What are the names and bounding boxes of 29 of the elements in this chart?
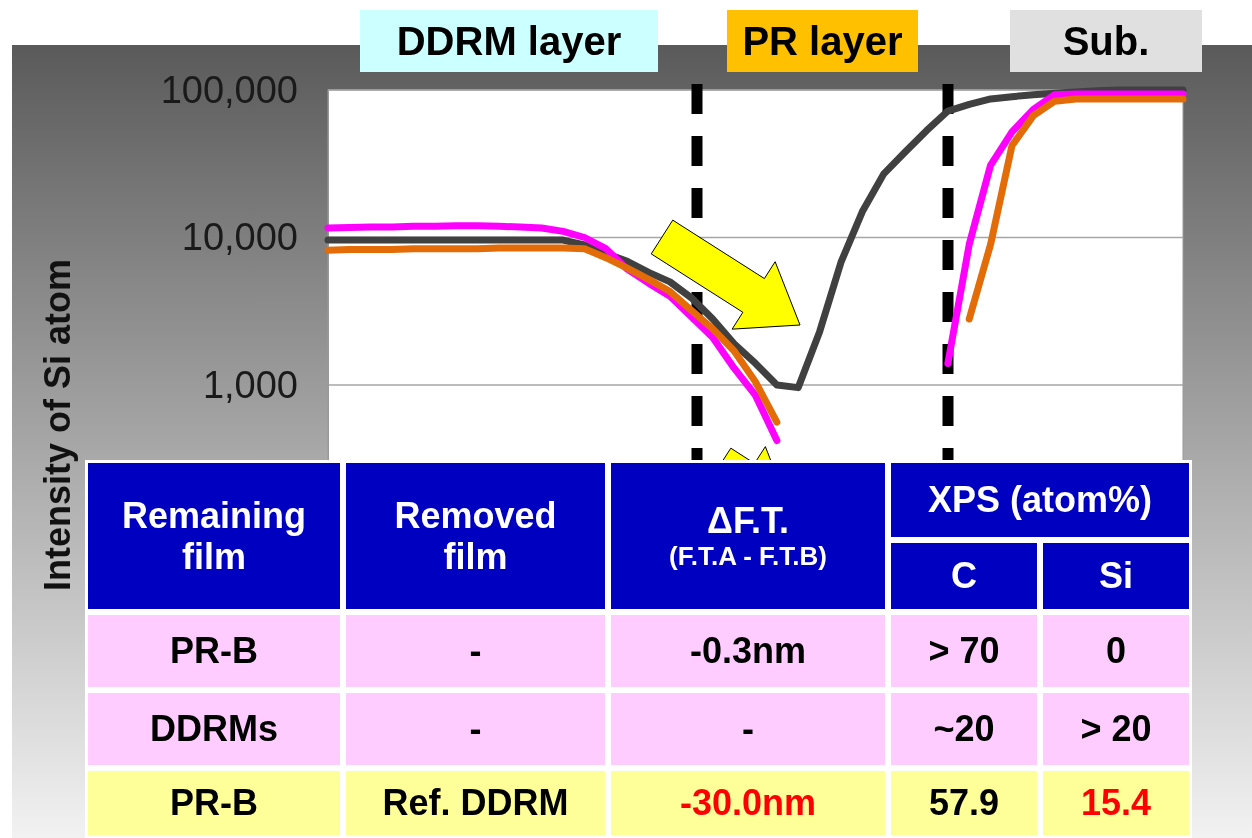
annotation: -	[469, 630, 482, 672]
text: 15.4	[1080, 782, 1152, 824]
annotation: 0	[1105, 630, 1127, 672]
text: Remaining film	[121, 494, 307, 578]
text: > 20	[1080, 708, 1152, 750]
text: -	[742, 708, 754, 750]
annotation: Si	[1098, 555, 1133, 597]
annotation: XPS (atom%)	[927, 479, 1153, 521]
annotation: C	[951, 555, 977, 597]
annotation: Removed film	[393, 494, 558, 578]
text: PR-B	[170, 630, 258, 672]
text: -	[469, 708, 482, 750]
text: Sub.	[1062, 19, 1150, 63]
y-tick-label: 100,000	[160, 68, 298, 111]
text: PR-B	[170, 782, 258, 824]
text: DDRMs	[149, 708, 278, 750]
annotation: ΔF.T.	[707, 500, 789, 542]
y-axis-title: Intensity of Si atom	[37, 258, 78, 592]
text: DDRM layer	[396, 19, 622, 63]
y-tick-label: 1,000	[202, 363, 298, 406]
text: 57.9	[928, 782, 1000, 824]
annotation: > 70	[928, 630, 1000, 672]
text: ~20	[933, 708, 995, 750]
text: PR layer	[742, 19, 903, 63]
annotation: -0.3nm	[689, 630, 807, 672]
text: Ref. DDRM	[382, 782, 569, 824]
annotation: (F.T.A - F.T.B)	[669, 540, 827, 572]
y-tick-label: 10,000	[181, 216, 298, 259]
text: -30.0nm	[679, 782, 817, 824]
